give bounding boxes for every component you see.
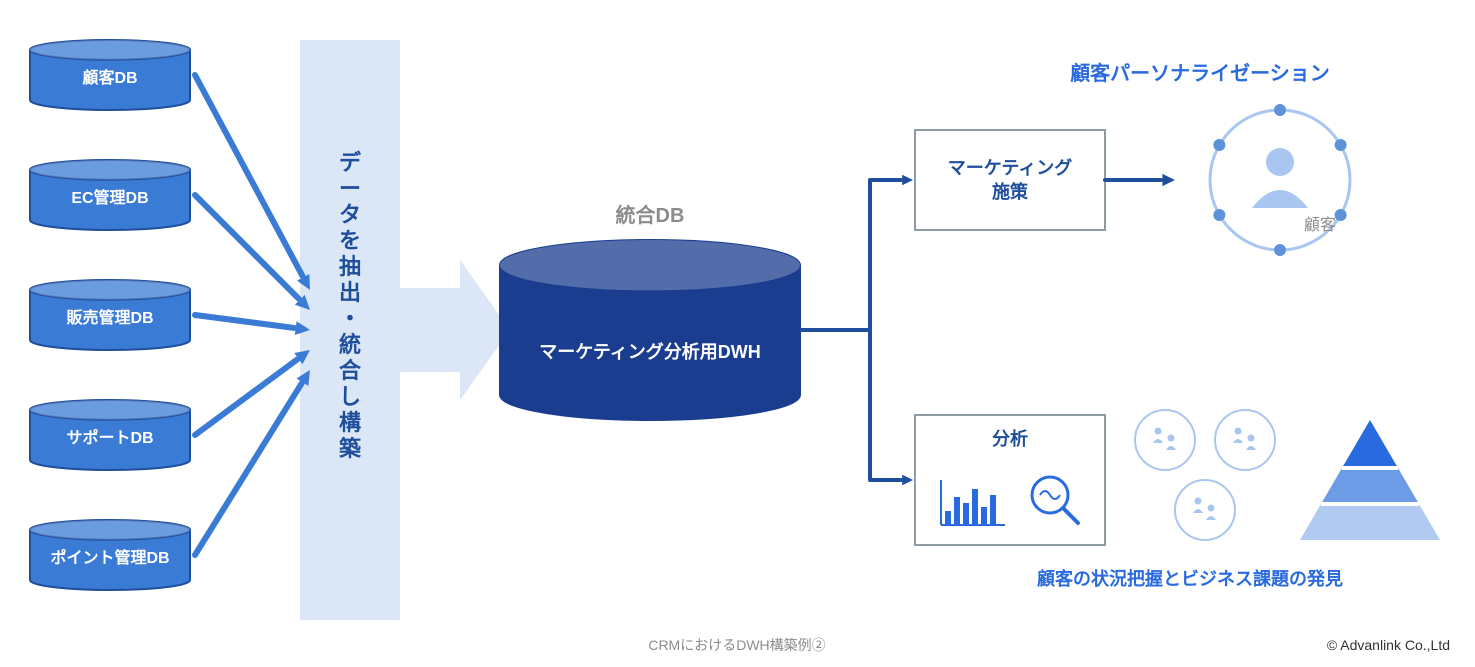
big-arrow: [400, 260, 510, 400]
etl-label: データを抽出・統合し構築: [338, 150, 362, 461]
source-db-label: サポートDB: [66, 428, 153, 447]
central-db: 統合DB マーケティング分析用DWH: [500, 203, 800, 420]
persona-icon: 顧客: [1210, 104, 1350, 256]
figure-caption: CRMにおけるDWH構築例②: [648, 637, 825, 653]
analysis-caption: 顧客の状況把握とビジネス課題の発見: [1037, 568, 1343, 589]
central-db-title: 統合DB: [616, 203, 685, 227]
central-db-label: マーケティング分析用DWH: [539, 341, 761, 362]
branch-arrows: [800, 175, 913, 485]
analysis-box: 分析顧客の状況把握とビジネス課題の発見: [915, 415, 1343, 589]
etl-box: データを抽出・統合し構築: [300, 40, 400, 620]
source-db-label: 販売管理DB: [66, 308, 153, 327]
cluster-icons: [1135, 410, 1275, 540]
marketing-label-2: 施策: [992, 181, 1029, 202]
copyright: © Advanlink Co.,Ltd: [1327, 637, 1450, 653]
source-db: ポイント管理DB: [30, 520, 190, 590]
source-db-label: 顧客DB: [82, 68, 137, 87]
source-db: サポートDB: [30, 400, 190, 470]
source-db-label: ポイント管理DB: [50, 548, 169, 567]
analysis-label: 分析: [992, 428, 1028, 449]
source-db-label: EC管理DB: [71, 188, 148, 207]
pyramid-icon: [1300, 420, 1440, 540]
persona-label: 顧客: [1304, 216, 1336, 234]
marketing-label-1: マーケティング: [948, 157, 1073, 178]
source-db: 顧客DB: [30, 40, 190, 110]
personalization-title: 顧客パーソナライゼーション: [1070, 61, 1330, 85]
source-db: 販売管理DB: [30, 280, 190, 350]
source-db: EC管理DB: [30, 160, 190, 230]
